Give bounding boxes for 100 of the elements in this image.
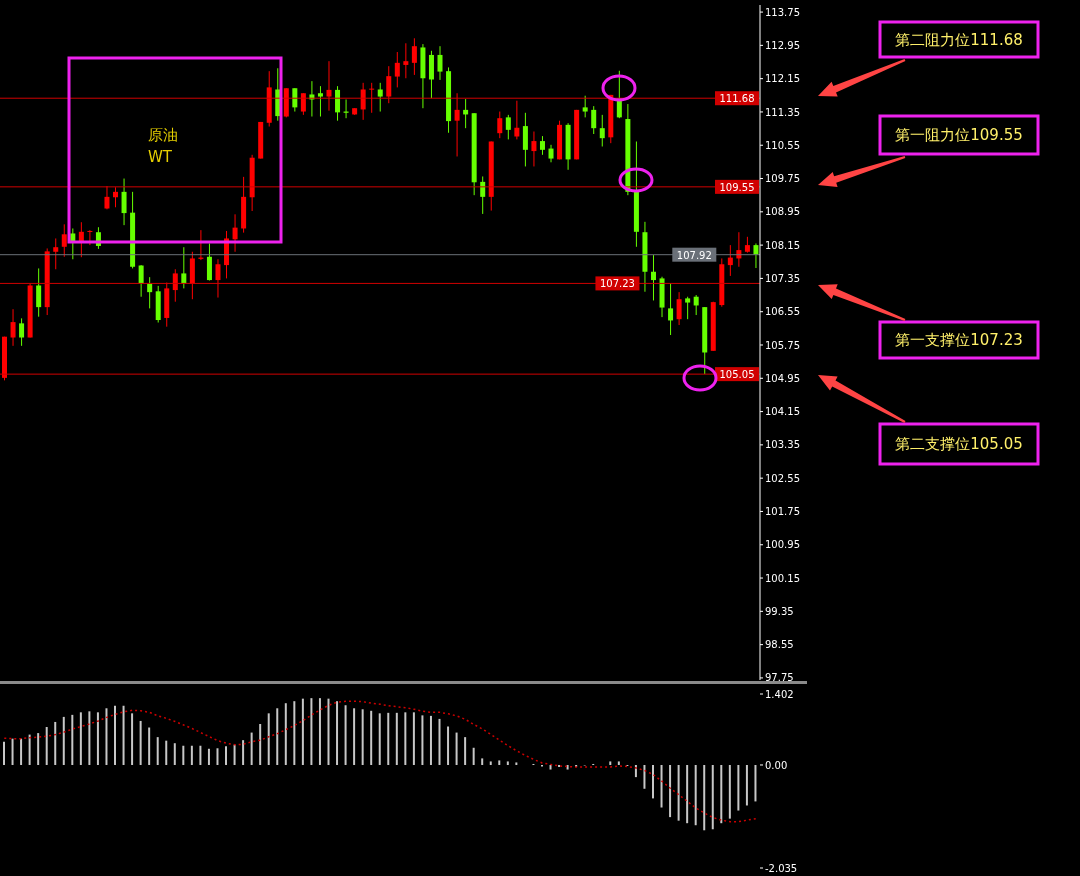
candlestick [394,51,400,88]
bar [199,745,202,765]
bar [182,745,185,765]
y-tick-label: 97.75 [765,672,794,684]
bar [353,708,356,765]
y-tick-label: 112.95 [765,39,800,51]
bar [250,732,253,765]
bar [122,705,125,765]
bar [225,746,228,765]
bar [404,712,407,765]
candlestick [505,114,511,140]
bar [438,718,441,765]
candlestick [78,221,84,258]
ref-line-label: 105.05 [719,369,755,381]
candlestick [599,114,605,147]
bar [447,726,450,765]
bar [711,764,714,830]
bar [242,740,245,765]
candlestick [685,296,691,320]
y-tick-label: 107.35 [765,272,800,284]
bar [378,713,381,765]
bar [464,737,467,765]
annotation: 原油 WT [148,126,178,166]
y-tick-label: 112.15 [765,73,800,85]
bar [318,698,321,765]
candlestick [10,308,16,347]
candlestick [326,60,332,112]
candlestick [522,112,528,167]
bar [62,716,65,765]
bar [728,764,731,819]
line-series [3,700,757,823]
bar [45,727,48,765]
bar [506,761,509,765]
bar [37,733,40,765]
bar [481,758,484,765]
bar [190,745,193,765]
candlestick [206,242,212,281]
y-tick-label: 111.35 [765,106,800,118]
y-tick-label: 100.15 [765,572,800,584]
y-tick-label: 105.75 [765,339,800,351]
y-tick-label: 102.55 [765,472,800,484]
bar [284,703,287,765]
y-tick-label: 110.55 [765,139,800,151]
ref-line-label: 107.92 [676,249,712,261]
bar [327,698,330,765]
candlestick [53,237,59,270]
candlestick [582,95,588,118]
bar [609,761,612,765]
y-tick-label: 103.35 [765,439,800,451]
ref-line-label: 111.68 [719,93,755,105]
candlestick [113,186,119,208]
bar [276,708,279,765]
bar [156,737,159,765]
bar [259,723,262,765]
text: 第二阻力位111.68 [895,30,1023,49]
candlestick [531,131,537,167]
bar [71,714,74,765]
y-tick-label: 101.75 [765,506,800,518]
bar [301,698,304,765]
bar [660,764,663,808]
bar [515,762,518,765]
bar [3,741,5,765]
candlestick [403,42,409,79]
bar [395,712,398,765]
candlestick [232,213,238,253]
candlestick [292,87,298,113]
candlestick [104,185,110,210]
candlestick [138,264,144,298]
y-tick-label: 108.95 [765,206,800,218]
candlestick [19,317,25,347]
candlestick [335,85,341,122]
text: 第一阻力位109.55 [895,126,1023,144]
candlestick [591,105,597,135]
candlestick [172,268,178,303]
bar [677,764,680,821]
bar [566,764,569,770]
candlestick [360,82,366,121]
candlestick [121,178,127,226]
bar [720,764,723,824]
bar [669,764,672,818]
candlestick [147,276,153,309]
y-tick-label: 1.402 [765,688,794,700]
text: 第二支撑位105.05 [895,435,1023,453]
bar [370,710,373,765]
bar [216,748,219,765]
candlestick [215,258,221,299]
bar [745,764,748,806]
candlestick [369,82,375,114]
candlestick [676,291,682,326]
candlestick [377,82,383,113]
bar [267,713,270,765]
candlestick [181,246,187,289]
bar [498,760,501,765]
bar [165,740,168,765]
bar [361,709,364,765]
candlestick [497,111,503,139]
bar [233,744,236,765]
candlestick [317,85,323,118]
candlestick [386,65,392,104]
bar [558,764,561,767]
